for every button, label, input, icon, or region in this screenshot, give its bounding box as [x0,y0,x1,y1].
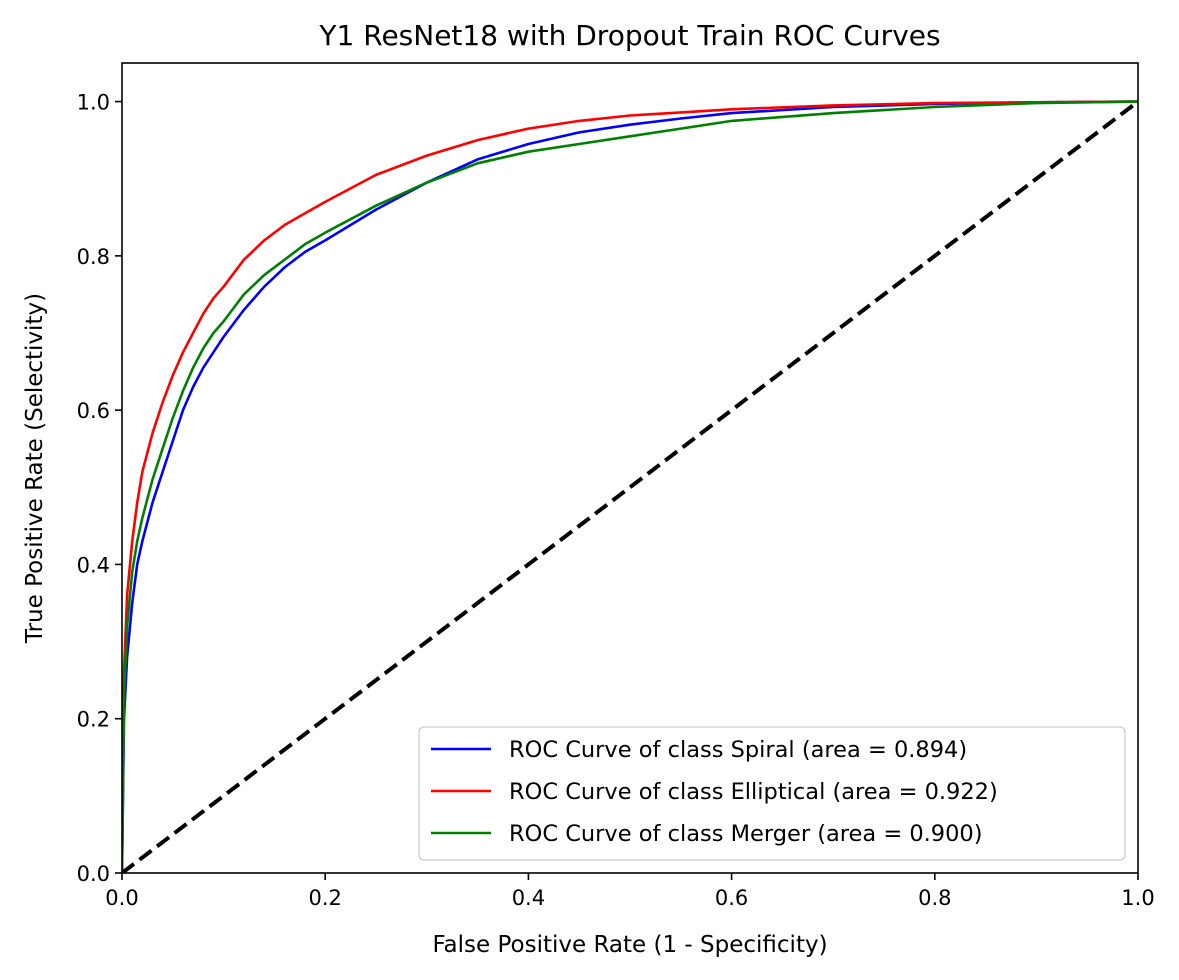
chart-title: Y1 ResNet18 with Dropout Train ROC Curve… [318,19,940,52]
legend-entry-label: ROC Curve of class Merger (area = 0.900) [509,821,983,847]
x-tick-label: 0.0 [105,886,138,910]
roc-curve-0 [122,100,1138,873]
axes: 0.0 0.2 0.4 0.6 0.8 1.0 0.0 0.2 0.4 0.6 0.8 1.0 [77,62,1155,910]
y-tick-label: 0.2 [77,708,110,732]
roc-curve-1 [122,100,1138,873]
legend: ROC Curve of class Spiral (area = 0.894)… [418,726,1126,861]
legend-entry-label: ROC Curve of class Elliptical (area = 0.… [509,779,998,805]
roc-curve-2 [122,100,1138,873]
x-tick-label: 1.0 [1121,886,1154,910]
legend-entry-label: ROC Curve of class Spiral (area = 0.894) [509,737,967,763]
plot-area [122,100,1138,873]
x-tick-label: 0.2 [308,886,341,910]
x-axis-label: False Positive Rate (1 - Specificity) [432,932,827,958]
y-tick-label: 0.8 [77,245,110,269]
y-tick-label: 1.0 [77,91,110,115]
y-tick-label: 0.0 [77,862,110,886]
x-tick-label: 0.8 [918,886,951,910]
diagonal-reference-line [122,100,1138,873]
curves-group [122,100,1138,873]
x-tick-label: 0.6 [715,886,748,910]
x-tick-label: 0.4 [512,886,545,910]
y-tick-label: 0.6 [77,399,110,423]
legend-box [418,726,1126,861]
y-tick-label: 0.4 [77,553,110,577]
y-axis-label: True Positive Rate (Selectivity) [22,293,48,644]
axes-frame [121,62,1139,874]
